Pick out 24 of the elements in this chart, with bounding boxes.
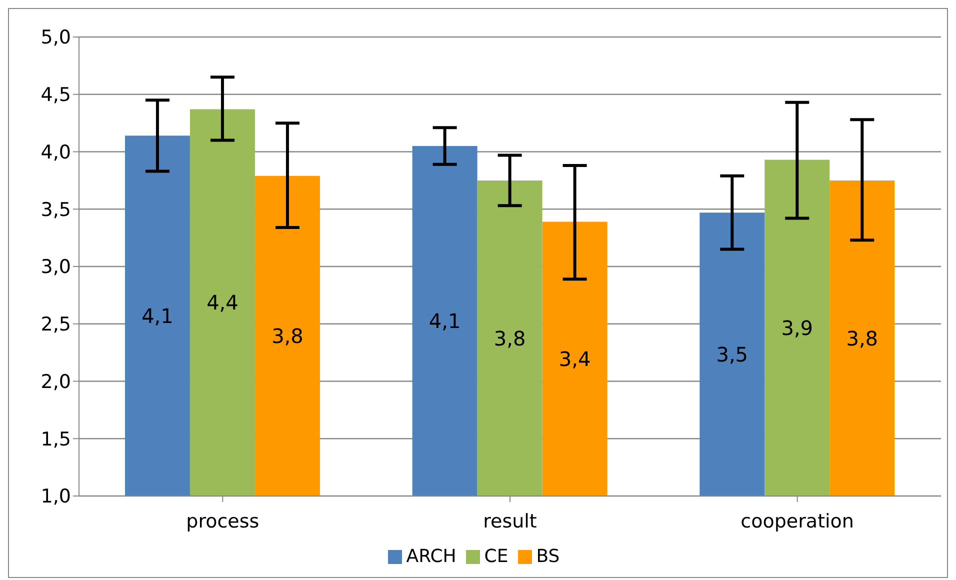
y-tick-label: 4,0 <box>40 141 71 164</box>
y-tick-label: 2,0 <box>40 370 71 393</box>
data-label: 4,1 <box>428 309 461 334</box>
y-tick-label: 5,0 <box>40 26 71 49</box>
y-tick-label: 4,5 <box>40 84 71 106</box>
legend-label: ARCH <box>406 546 456 567</box>
y-tick-label: 1,5 <box>40 428 71 450</box>
y-tick-label: 3,5 <box>40 198 71 221</box>
y-tick-label: 1,0 <box>40 486 71 508</box>
data-label: 3,4 <box>558 346 591 371</box>
legend-label: CE <box>484 546 508 567</box>
data-label: 3,9 <box>781 316 814 340</box>
y-tick-label: 3,0 <box>40 256 71 278</box>
data-label: 3,8 <box>272 324 304 348</box>
data-label: 3,8 <box>494 326 526 350</box>
x-tick-label: result <box>483 510 537 532</box>
y-tick-label: 2,5 <box>40 314 71 336</box>
data-label: 3,5 <box>716 342 748 366</box>
data-label: 4,4 <box>206 290 238 315</box>
data-label: 4,1 <box>142 304 174 328</box>
x-tick-label: cooperation <box>740 510 854 532</box>
data-label: 3,8 <box>846 326 878 350</box>
x-tick-label: process <box>186 510 260 532</box>
legend-label: BS <box>536 546 560 567</box>
